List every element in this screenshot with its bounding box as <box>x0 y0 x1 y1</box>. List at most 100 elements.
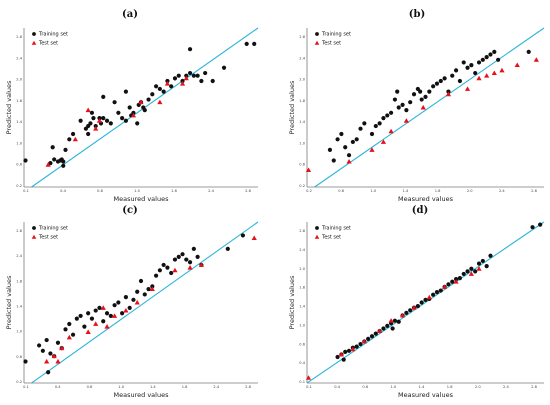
training-point <box>343 349 348 354</box>
chart-panel: (c) 0.1 0.4 0.6 1.0 1.4 1.8 2.4 2.8 0.2 0.6 1.0 1.4 1… <box>5 205 259 399</box>
training-point <box>423 94 428 99</box>
training-point <box>169 270 174 276</box>
test-point <box>51 353 57 359</box>
y-tick-label: 2.4 <box>16 56 22 60</box>
test-point <box>420 104 426 110</box>
training-point <box>484 264 489 269</box>
training-point <box>423 297 428 303</box>
training-point <box>396 319 401 324</box>
y-axis-label: Predicted values <box>288 80 296 134</box>
training-point <box>112 100 117 105</box>
test-point <box>514 62 520 68</box>
training-point <box>446 89 451 94</box>
y-tick-label: 2.4 <box>299 56 305 60</box>
x-axis-label: Measured values <box>114 195 170 203</box>
training-point <box>131 110 136 115</box>
test-point <box>55 358 61 364</box>
y-tick-label: 1.0 <box>299 323 305 327</box>
training-point <box>221 65 227 70</box>
training-point <box>377 121 382 126</box>
training-point <box>199 78 204 84</box>
training-point <box>86 311 91 316</box>
training-point <box>70 131 76 137</box>
x-tick-label: 1.8 <box>182 385 188 389</box>
training-point <box>480 57 485 62</box>
training-series <box>23 233 246 375</box>
training-point <box>484 55 489 60</box>
training-point <box>457 275 463 281</box>
training-point <box>396 105 401 110</box>
test-point <box>183 75 189 81</box>
legend-test-label: Test set <box>321 41 341 47</box>
training-point <box>46 370 51 375</box>
y-tick-label: 1.8 <box>299 286 305 290</box>
training-point <box>354 137 359 142</box>
training-point <box>135 121 140 126</box>
test-point <box>426 294 432 300</box>
training-point <box>431 84 436 89</box>
test-point <box>59 345 65 351</box>
test-point <box>72 136 78 142</box>
training-point <box>453 68 459 73</box>
training-point <box>40 348 45 353</box>
training-point <box>465 65 470 70</box>
training-point <box>191 246 196 251</box>
training-point <box>388 110 394 115</box>
y-tick-label: 1.4 <box>299 305 305 309</box>
training-point <box>97 116 102 121</box>
test-series <box>45 75 189 167</box>
training-point <box>195 73 200 78</box>
training-point <box>44 337 49 343</box>
training-point <box>400 102 405 107</box>
x-tick-label: 1.4 <box>403 189 409 193</box>
training-point <box>381 116 386 121</box>
x-tick-label: 0.4 <box>334 385 340 389</box>
test-point <box>111 313 118 318</box>
y-tick-label: 0.2 <box>16 380 22 384</box>
training-point <box>203 70 208 76</box>
training-point <box>161 262 166 268</box>
training-point <box>476 60 482 65</box>
training-point <box>184 73 189 78</box>
training-series <box>327 49 531 163</box>
legend-training-marker <box>32 32 36 36</box>
test-point <box>172 267 178 273</box>
training-point <box>23 359 28 364</box>
y-axis-label: Predicted values <box>288 275 296 329</box>
training-point <box>419 97 424 102</box>
training-point <box>123 295 129 300</box>
training-point <box>104 311 110 316</box>
y-tick-label: 0.6 <box>16 355 22 359</box>
training-point <box>150 92 155 97</box>
training-point <box>131 297 136 302</box>
training-point <box>157 86 162 92</box>
test-point <box>179 81 186 86</box>
training-point <box>346 348 352 353</box>
test-point <box>388 318 394 323</box>
legend-test-marker <box>31 40 37 45</box>
x-tick-label: 1.4 <box>150 385 156 389</box>
training-point <box>63 327 68 332</box>
training-point <box>70 332 76 337</box>
test-series <box>305 266 482 380</box>
x-tick-label: 0.6 <box>87 385 93 389</box>
training-point <box>530 225 535 230</box>
legend: Training set Test set <box>31 226 68 241</box>
training-point <box>23 158 28 163</box>
training-point <box>101 116 106 121</box>
test-point <box>100 305 106 310</box>
training-point <box>187 260 193 265</box>
training-point <box>335 354 340 360</box>
training-point <box>438 78 443 84</box>
training-point <box>146 97 151 102</box>
training-point <box>165 78 170 84</box>
training-point <box>165 265 170 270</box>
test-point <box>164 81 171 86</box>
y-tick-label: 1.8 <box>16 99 22 103</box>
training-point <box>240 233 246 238</box>
y-tick-label: 0.6 <box>299 163 305 167</box>
x-tick-label: 1.4 <box>419 385 425 389</box>
chart-panel: (d) 0.1 0.4 0.6 1.0 1.4 1.8 2.0 2.4 2.8 0.1 0.4 0.6 1… <box>288 205 545 399</box>
training-point <box>385 323 390 328</box>
